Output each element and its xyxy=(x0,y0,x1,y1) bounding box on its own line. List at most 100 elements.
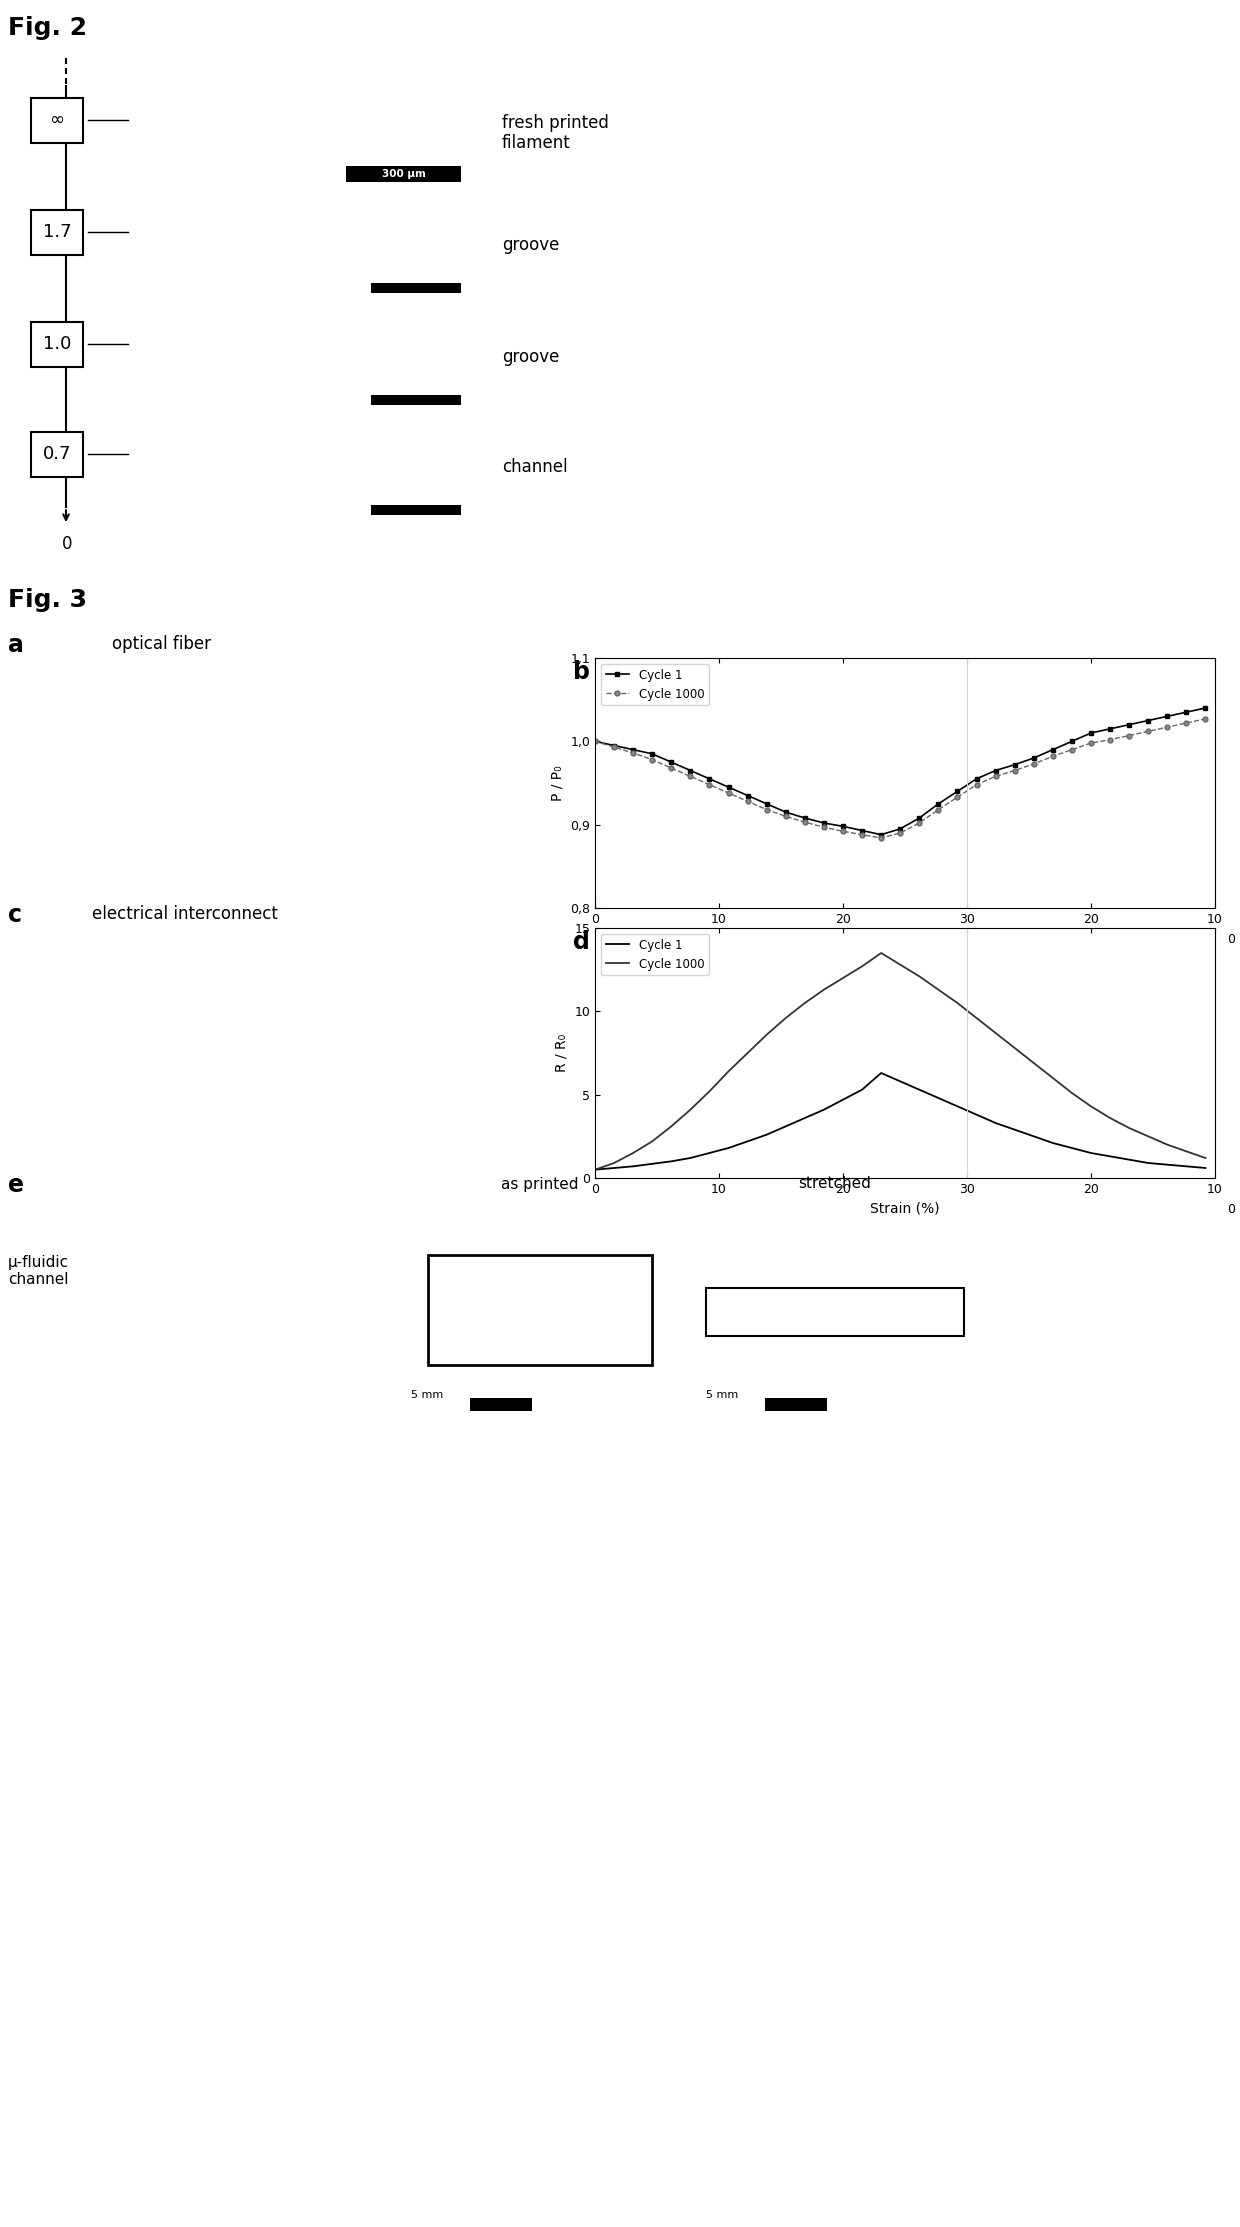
Cycle 1000 xyxy=(1179,1138,1194,1165)
Cycle 1 xyxy=(854,817,869,844)
Cycle 1000 xyxy=(797,808,812,835)
Cycle 1000 xyxy=(740,788,755,815)
Cycle 1 xyxy=(1064,728,1079,755)
Cycle 1000 xyxy=(816,813,831,840)
Cycle 1 xyxy=(988,757,1003,784)
Cycle 1 xyxy=(740,1127,755,1154)
Cycle 1 xyxy=(931,1085,946,1111)
Y-axis label: R / R₀: R / R₀ xyxy=(554,1033,569,1071)
Cycle 1000 xyxy=(1159,1131,1174,1158)
Text: ∞: ∞ xyxy=(50,111,64,129)
Cycle 1000 xyxy=(988,764,1003,791)
Cycle 1000 xyxy=(911,811,926,837)
Cycle 1 xyxy=(1084,719,1099,746)
Cycle 1000 xyxy=(759,797,774,824)
Cycle 1000 xyxy=(588,728,603,755)
Text: 1.7: 1.7 xyxy=(42,223,72,241)
Cycle 1000 xyxy=(1179,710,1194,737)
Bar xyxy=(181,1399,263,1412)
Cycle 1 xyxy=(816,1096,831,1122)
Legend: Cycle 1, Cycle 1000: Cycle 1, Cycle 1000 xyxy=(601,664,709,706)
Bar xyxy=(67,708,202,808)
Text: as printed: as printed xyxy=(501,1176,579,1191)
Text: μ-fluidic
channel: μ-fluidic channel xyxy=(7,1256,69,1287)
Cycle 1 xyxy=(702,766,717,793)
Bar xyxy=(371,506,461,514)
Bar xyxy=(371,283,461,294)
Cycle 1000 xyxy=(854,953,869,980)
Cycle 1000 xyxy=(663,755,678,782)
Cycle 1000 xyxy=(1064,1080,1079,1107)
Cycle 1 xyxy=(1027,744,1042,771)
Bar xyxy=(428,1256,652,1365)
Cycle 1 xyxy=(588,728,603,755)
Cycle 1000 xyxy=(1141,717,1156,744)
Cycle 1 xyxy=(874,822,889,848)
Cycle 1000 xyxy=(702,1078,717,1105)
Cycle 1000 xyxy=(740,1040,755,1067)
Cycle 1 xyxy=(1198,1154,1213,1180)
Cycle 1 xyxy=(816,811,831,837)
Cycle 1000 xyxy=(645,746,660,773)
Bar xyxy=(470,1399,532,1412)
Bar xyxy=(366,848,441,862)
Cycle 1000 xyxy=(1027,1049,1042,1076)
X-axis label: Strain (%): Strain (%) xyxy=(870,931,940,946)
Cycle 1 xyxy=(1045,1129,1060,1156)
Cycle 1000 xyxy=(931,797,946,824)
Text: optical fiber: optical fiber xyxy=(113,635,212,653)
Cycle 1 xyxy=(970,1102,985,1129)
Cycle 1000 xyxy=(893,820,908,846)
Cycle 1000 xyxy=(1007,1036,1022,1062)
Bar xyxy=(707,1287,963,1336)
Cycle 1 xyxy=(1179,699,1194,726)
Cycle 1 xyxy=(779,799,794,826)
Text: 0: 0 xyxy=(1228,1203,1235,1216)
Text: 0.3 mm: 0.3 mm xyxy=(21,842,64,851)
Cycle 1 xyxy=(1198,695,1213,722)
Cycle 1 xyxy=(950,1093,965,1120)
Text: 0: 0 xyxy=(62,534,73,552)
Cycle 1 xyxy=(1122,710,1137,737)
Cycle 1000 xyxy=(1141,1122,1156,1149)
Cycle 1000 xyxy=(950,784,965,811)
Text: 300 μm: 300 μm xyxy=(382,169,425,178)
Cycle 1000 xyxy=(1064,737,1079,764)
Text: c: c xyxy=(7,902,22,926)
Cycle 1 xyxy=(683,757,698,784)
Cycle 1 xyxy=(854,1076,869,1102)
Cycle 1000 xyxy=(874,824,889,851)
Cycle 1 xyxy=(722,1134,737,1160)
Text: 5 mm: 5 mm xyxy=(412,1390,444,1401)
Cycle 1000 xyxy=(626,739,641,766)
Cycle 1000 xyxy=(606,1149,621,1176)
Text: d: d xyxy=(573,931,590,953)
Cycle 1000 xyxy=(1102,726,1117,753)
Cycle 1000 xyxy=(836,817,851,844)
Cycle 1000 xyxy=(779,1004,794,1031)
Cycle 1000 xyxy=(683,764,698,791)
Cycle 1 xyxy=(797,804,812,831)
Cycle 1 xyxy=(797,1105,812,1131)
Cycle 1000 xyxy=(1198,706,1213,733)
Cycle 1 xyxy=(1141,708,1156,735)
Cycle 1 xyxy=(663,1147,678,1174)
Line: Cycle 1: Cycle 1 xyxy=(595,1073,1205,1169)
Cycle 1 xyxy=(683,1145,698,1171)
Cycle 1 xyxy=(626,737,641,764)
Cycle 1 xyxy=(911,1076,926,1102)
Text: 0.3 mm: 0.3 mm xyxy=(21,1102,64,1111)
Cycle 1000 xyxy=(722,779,737,806)
Cycle 1 xyxy=(893,815,908,842)
Cycle 1000 xyxy=(797,989,812,1016)
Cycle 1000 xyxy=(950,989,965,1016)
Text: b: b xyxy=(573,659,590,684)
Cycle 1 xyxy=(1084,1140,1099,1167)
Cycle 1 xyxy=(1159,704,1174,730)
Cycle 1000 xyxy=(722,1058,737,1085)
Text: 0.7: 0.7 xyxy=(42,445,71,463)
Cycle 1 xyxy=(1159,1151,1174,1178)
Cycle 1 xyxy=(836,1087,851,1114)
Cycle 1 xyxy=(1179,1154,1194,1180)
Text: Fig. 3: Fig. 3 xyxy=(7,588,87,612)
